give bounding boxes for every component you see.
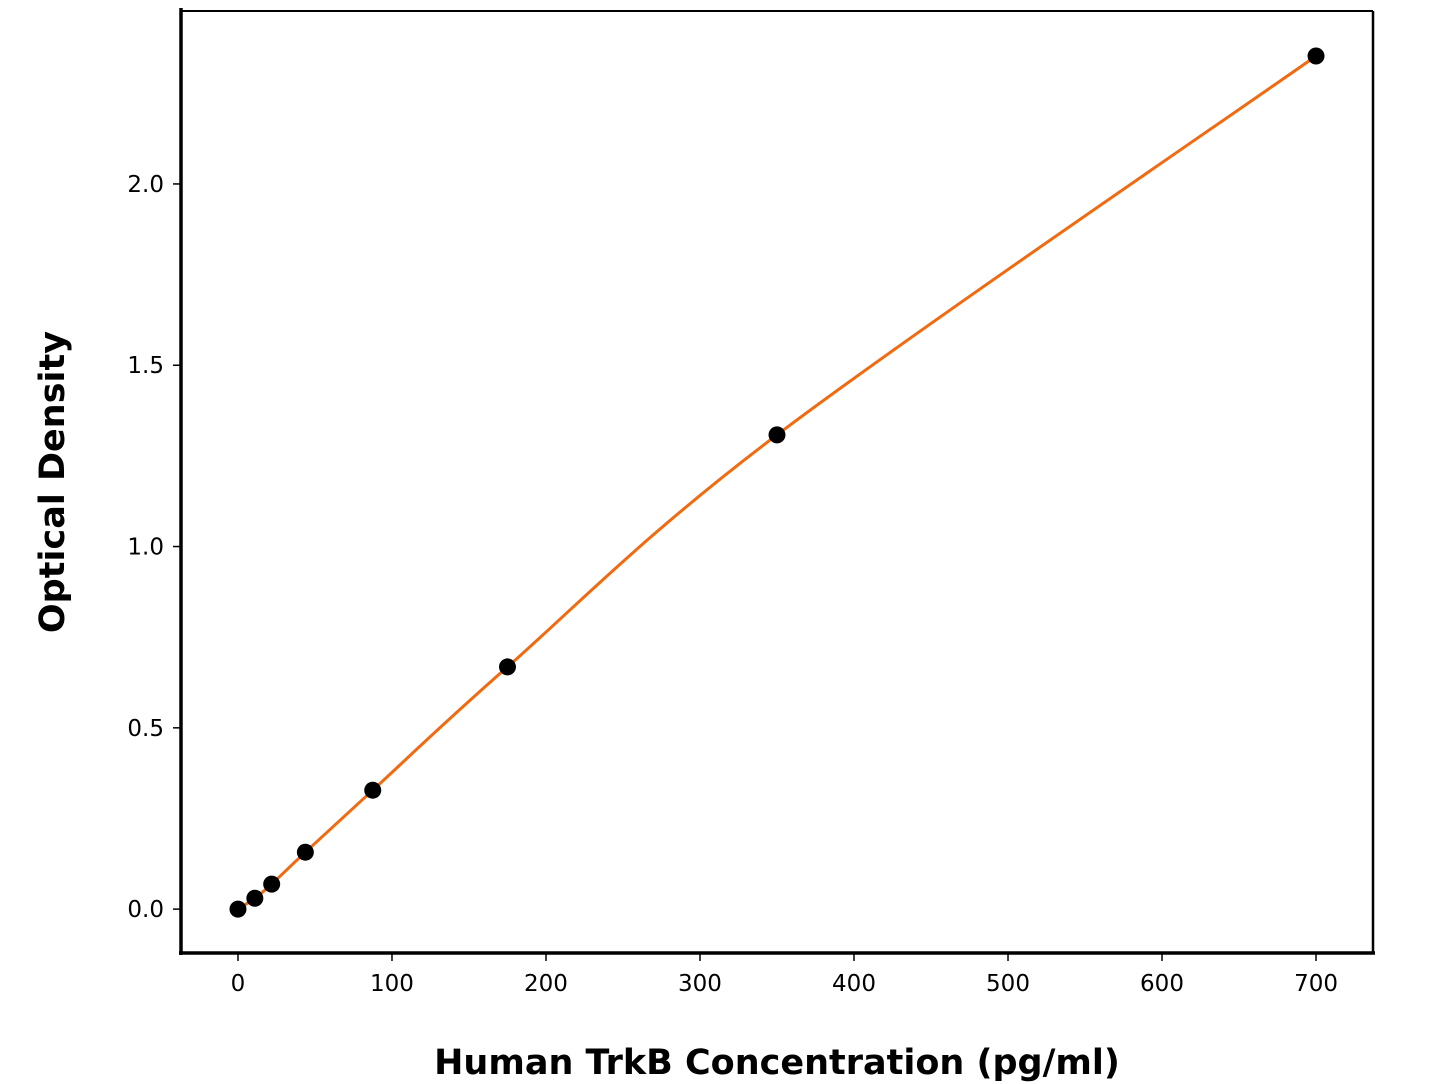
- axes-frame: [179, 8, 1375, 955]
- x-tick-label: 300: [678, 971, 722, 997]
- x-tick-label: 500: [986, 971, 1030, 997]
- fit-curve-line: [237, 54, 1317, 911]
- data-point: [229, 900, 247, 918]
- y-axis-label: Optical Density: [33, 331, 73, 633]
- x-tick-label: 600: [1140, 971, 1184, 997]
- data-point: [498, 658, 516, 676]
- data-point: [1307, 47, 1325, 65]
- x-tick-label: 700: [1294, 971, 1338, 997]
- y-tick-label: 2.0: [127, 172, 164, 198]
- fit-curve-group: [237, 54, 1317, 911]
- x-axis-ticks: 0 100 200 300 400 500 600 700: [231, 953, 1338, 997]
- x-tick-label: 200: [524, 971, 568, 997]
- y-tick-label: 1.5: [127, 353, 164, 379]
- data-points-group: [229, 47, 1325, 918]
- data-point: [364, 781, 382, 799]
- data-point: [263, 875, 281, 893]
- data-point: [246, 889, 264, 907]
- y-tick-label: 0.0: [127, 897, 164, 923]
- data-point: [768, 426, 786, 444]
- y-tick-label: 1.0: [127, 535, 164, 561]
- x-tick-label: 100: [370, 971, 414, 997]
- data-point: [296, 843, 314, 861]
- x-tick-label: 0: [231, 971, 246, 997]
- x-axis-label: Human TrkB Concentration (pg/ml): [434, 1043, 1120, 1083]
- y-axis-ticks: 0.0 0.5 1.0 1.5 2.0: [127, 172, 181, 923]
- y-tick-label: 0.5: [127, 716, 164, 742]
- x-tick-label: 400: [832, 971, 876, 997]
